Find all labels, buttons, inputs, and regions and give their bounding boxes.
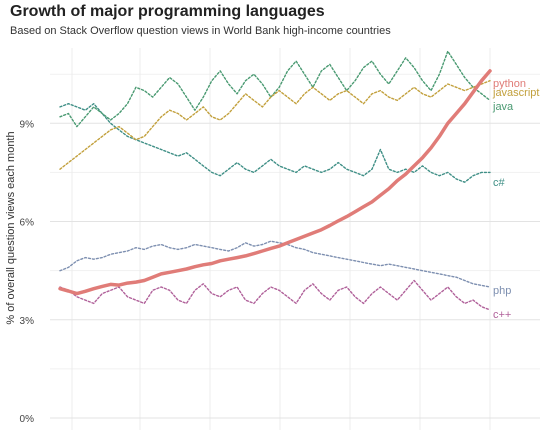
series-label-php: php bbox=[493, 285, 511, 297]
series-label-csharp: c# bbox=[493, 177, 506, 189]
chart-title: Growth of major programming languages bbox=[10, 3, 325, 20]
series-line-java bbox=[59, 50, 491, 128]
series-line-javascript bbox=[59, 79, 491, 170]
series-line-csharp bbox=[59, 102, 491, 183]
series-label-python: python bbox=[493, 78, 526, 90]
y-tick-label: 0% bbox=[20, 414, 35, 425]
series-line-php bbox=[59, 240, 491, 288]
series-line-cpp bbox=[59, 279, 491, 311]
chart-subtitle: Based on Stack Overflow question views i… bbox=[10, 25, 391, 37]
series-line-python bbox=[58, 69, 492, 296]
series-label-cpp: c++ bbox=[493, 309, 511, 321]
y-tick-label: 3% bbox=[20, 316, 35, 327]
series-label-java: java bbox=[492, 101, 514, 113]
y-axis-label: % of overall question views each month bbox=[5, 131, 17, 324]
y-tick-label: 6% bbox=[20, 218, 35, 229]
y-tick-label: 9% bbox=[20, 119, 35, 130]
series-layer bbox=[58, 50, 492, 311]
grid-layer: 0% 3% 6% 9% bbox=[20, 48, 540, 430]
series-label-javascript: javascript bbox=[492, 87, 539, 99]
